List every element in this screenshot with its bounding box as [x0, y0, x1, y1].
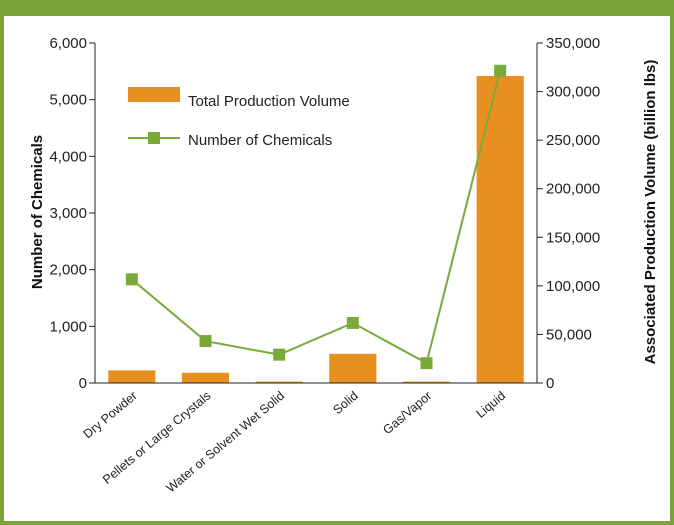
- left-axis-ticks: 0 1,000 2,000 3,000 4,000 5,000 6,000: [49, 35, 95, 392]
- right-tick-label: 250,000: [546, 132, 600, 149]
- category-label: Liquid: [474, 389, 509, 421]
- category-label: Gas/Vapor: [380, 389, 434, 438]
- bars-layer: [108, 76, 524, 384]
- line-point-5: [494, 64, 507, 77]
- right-axis-ticks: 0 50,000 100,000 150,000 200,000 250,000 300,0…: [537, 35, 600, 392]
- legend-bar-swatch: [128, 87, 180, 102]
- right-tick-label: 200,000: [546, 181, 600, 198]
- number-of-chemicals-line: [131, 70, 502, 365]
- category-label: Dry Powder: [81, 389, 140, 442]
- legend-line-label: Number of Chemicals: [188, 132, 332, 149]
- legend-line-marker: [148, 132, 160, 144]
- bar-3: [329, 353, 377, 383]
- category-label: Solid: [330, 389, 360, 418]
- legend-bar-label: Total Production Volume: [188, 93, 350, 110]
- left-tick-label: 6,000: [49, 35, 87, 52]
- line-point-3: [346, 316, 359, 329]
- bar-4: [402, 381, 451, 383]
- left-tick-label: 4,000: [49, 148, 87, 165]
- right-tick-label: 100,000: [546, 278, 600, 295]
- right-tick-label: 50,000: [546, 326, 592, 343]
- right-tick-label: 150,000: [546, 229, 600, 246]
- bar-0: [108, 370, 156, 383]
- left-tick-label: 0: [79, 375, 87, 392]
- bar-2: [255, 381, 303, 383]
- category-label: Water or Solvent Wet Solid: [164, 389, 287, 496]
- line-point-0: [125, 273, 138, 286]
- left-tick-label: 2,000: [49, 262, 87, 279]
- left-axis-title: Number of Chemicals: [29, 135, 46, 289]
- legend: Total Production Volume Number of Chemic…: [128, 87, 350, 149]
- right-tick-label: 300,000: [546, 84, 600, 101]
- line-point-4: [420, 357, 433, 370]
- left-tick-label: 1,000: [49, 318, 87, 335]
- right-axis-title: Associated Production Volume (billion lb…: [642, 60, 659, 365]
- left-tick-label: 3,000: [49, 205, 87, 222]
- bar-1: [181, 372, 230, 383]
- left-tick-label: 5,000: [49, 92, 87, 109]
- right-tick-label: 350,000: [546, 35, 600, 52]
- bar-5: [476, 76, 524, 384]
- line-point-2: [273, 348, 286, 361]
- line-point-1: [199, 335, 212, 348]
- right-tick-label: 0: [546, 375, 554, 392]
- line-layer: [125, 64, 507, 370]
